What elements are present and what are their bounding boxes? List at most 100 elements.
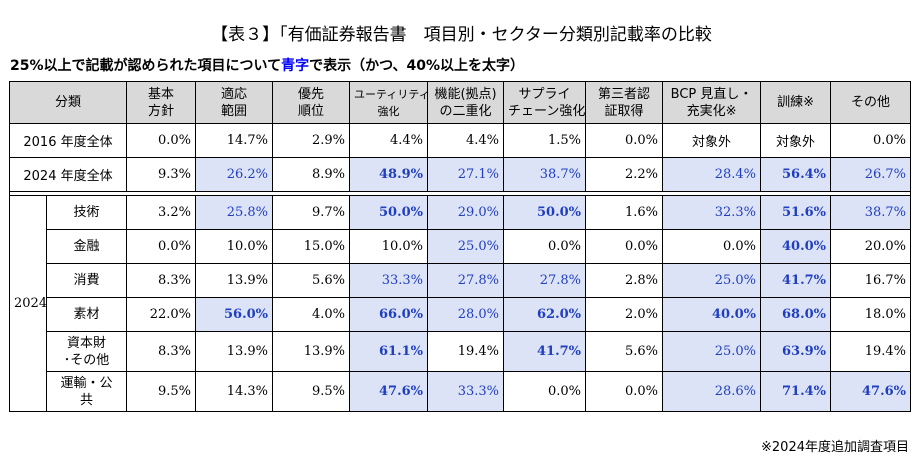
table-row: 2024 年度全体 9.3% 26.2% 8.9% 48.9% 27.1% 38.7% 2.2… bbox=[8, 157, 912, 192]
table-cell: 40.0% bbox=[662, 297, 762, 332]
table-cell: 26.2% bbox=[195, 157, 274, 192]
table-subtitle: 25%以上で記載が認められた項目について青字で表示（かつ、40%以上を太字） bbox=[10, 55, 524, 75]
table-cell: 25.0% bbox=[662, 331, 762, 372]
table-cell: 13.9% bbox=[272, 331, 351, 372]
row-label: 2024 年度全体 bbox=[8, 157, 128, 192]
table-cell: 3.2% bbox=[126, 195, 197, 230]
table-cell: 9.3% bbox=[126, 157, 197, 192]
header-col-5-line-0: サプライ bbox=[518, 86, 571, 102]
table-cell: 18.0% bbox=[830, 297, 912, 332]
header-col-2-line-0: 優先 bbox=[298, 86, 325, 102]
table-row: 消費 8.3% 13.9% 5.6% 33.3% 27.8% 27.8% 2.8% 25.0% 4… bbox=[10, 263, 912, 298]
table-cell: 47.6% bbox=[830, 371, 912, 412]
table-cell: 15.0% bbox=[272, 229, 351, 264]
table-cell: 19.4% bbox=[830, 331, 912, 372]
header-col-8-line-0: 訓練※ bbox=[777, 95, 814, 110]
table-cell: 4.4% bbox=[427, 123, 505, 158]
table-cell: 0.0% bbox=[585, 371, 664, 412]
table-cell: 2.0% bbox=[585, 297, 664, 332]
table-cell: 41.7% bbox=[760, 263, 832, 298]
table-cell: 10.0% bbox=[195, 229, 274, 264]
header-col-9: その他 bbox=[830, 81, 912, 124]
table-row: 素材 22.0% 56.0% 4.0% 66.0% 28.0% 62.0% 2.0% 40.0%… bbox=[10, 297, 912, 332]
subtitle-text-1: 25%以上で記載が認められた項目について bbox=[10, 58, 282, 74]
header-col-7: BCP 見直し・ 充実化※ bbox=[662, 81, 762, 124]
table-cell: 0.0% bbox=[126, 229, 197, 264]
row-label: 金融 bbox=[45, 229, 128, 264]
table-cell: 0.0% bbox=[503, 371, 587, 412]
table-cell: 5.6% bbox=[272, 263, 351, 298]
header-col-4: 機能(拠点) の二重化 bbox=[427, 81, 505, 124]
header-col-5-line-1: チェーン強化 bbox=[508, 103, 586, 119]
table-cell: 0.0% bbox=[830, 123, 912, 158]
table-cell: 38.7% bbox=[503, 157, 587, 192]
table-cell: 48.9% bbox=[349, 157, 429, 192]
subtitle-blue-word: 青字 bbox=[281, 58, 310, 74]
table-cell: 13.9% bbox=[195, 331, 274, 372]
header-col-3-line-0: ユーティリティ bbox=[354, 87, 428, 101]
table-cell: 2.2% bbox=[585, 157, 664, 192]
row-label: 資本財 ･その他 bbox=[45, 331, 128, 372]
table-cell: 61.1% bbox=[349, 331, 429, 372]
header-row: 分類 基本 方針 適応 範囲 優先 順位 ユーティリティ 強化 機能(拠点) の二重化 サプライ チェ… bbox=[8, 81, 912, 124]
table-cell: 25.8% bbox=[195, 195, 274, 230]
table-cell: 63.9% bbox=[760, 331, 832, 372]
table-cell: 2.8% bbox=[585, 263, 664, 298]
header-col-4-line-1: の二重化 bbox=[439, 103, 492, 119]
table-cell: 0.0% bbox=[585, 123, 664, 158]
table-cell: 38.7% bbox=[830, 195, 912, 230]
table-row: 2024 技術 3.2% 25.8% 9.7% 50.0% 29.0% 50.0% 1.6% 32… bbox=[9, 195, 912, 412]
header-col-5: サプライ チェーン強化 bbox=[503, 81, 587, 124]
table-cell: 28.0% bbox=[427, 297, 505, 332]
header-col-8: 訓練※ bbox=[760, 81, 832, 124]
header-col-3: ユーティリティ 強化 bbox=[349, 81, 429, 124]
table-cell: 14.7% bbox=[195, 123, 274, 158]
table-cell: 9.5% bbox=[272, 371, 351, 412]
header-col-0: 基本 方針 bbox=[126, 81, 197, 124]
table-cell: 56.4% bbox=[760, 157, 832, 192]
row-label: 技術 bbox=[45, 195, 128, 230]
header-col-6-line-1: 証取得 bbox=[604, 103, 644, 119]
header-category: 分類 bbox=[8, 81, 128, 124]
table-cell: 20.0% bbox=[830, 229, 912, 264]
disclosure-rate-table: 分類 基本 方針 適応 範囲 優先 順位 ユーティリティ 強化 機能(拠点) の二重化 サプライ チェ… bbox=[8, 81, 912, 412]
table-cell: 9.5% bbox=[126, 371, 197, 412]
table-cell: 27.1% bbox=[427, 157, 505, 192]
table-cell: 27.8% bbox=[503, 263, 587, 298]
header-col-1-line-0: 適応 bbox=[221, 86, 248, 102]
header-col-6: 第三者認 証取得 bbox=[585, 81, 664, 124]
table-cell: 25.0% bbox=[662, 263, 762, 298]
header-col-1-line-1: 範囲 bbox=[221, 103, 248, 119]
table-cell: 19.4% bbox=[427, 331, 505, 372]
table-cell: 27.8% bbox=[427, 263, 505, 298]
table-cell: 68.0% bbox=[760, 297, 832, 332]
table-cell: 0.0% bbox=[126, 123, 197, 158]
row-label: 素材 bbox=[45, 297, 128, 332]
table-cell: 5.6% bbox=[585, 331, 664, 372]
table-cell: 71.4% bbox=[760, 371, 832, 412]
table-cell: 14.3% bbox=[195, 371, 274, 412]
header-col-2-line-1: 順位 bbox=[298, 103, 325, 119]
footnote: ※2024年度追加調査項目 bbox=[761, 440, 909, 455]
table-cell: 50.0% bbox=[349, 195, 429, 230]
table-cell: 26.7% bbox=[830, 157, 912, 192]
table-cell: 28.6% bbox=[662, 371, 762, 412]
group-label: 2024 bbox=[9, 195, 47, 412]
table-cell: 0.0% bbox=[585, 229, 664, 264]
table-row: 金融 0.0% 10.0% 15.0% 10.0% 25.0% 0.0% 0.0% 0.0% 40… bbox=[10, 229, 912, 264]
table-cell: 9.7% bbox=[272, 195, 351, 230]
table-cell: 8.9% bbox=[272, 157, 351, 192]
subtitle-text-2: で表示（かつ、40%以上を太字） bbox=[309, 58, 525, 74]
table-cell: 1.5% bbox=[503, 123, 587, 158]
table-cell: 47.6% bbox=[349, 371, 429, 412]
row-label: 運輸・公 共 bbox=[45, 371, 128, 412]
header-col-9-line-0: その他 bbox=[851, 95, 891, 110]
table-row: 2016 年度全体 0.0% 14.7% 2.9% 4.4% 4.4% 1.5% 0.0% 対象… bbox=[8, 123, 912, 158]
table-row: 運輸・公 共 9.5% 14.3% 9.5% 47.6% 33.3% 0.0% 0.0% 28.… bbox=[10, 371, 912, 412]
table-cell: 50.0% bbox=[503, 195, 587, 230]
header-col-7-line-0: BCP 見直し・ bbox=[670, 86, 753, 102]
table-cell: 51.6% bbox=[760, 195, 832, 230]
table-cell: 8.3% bbox=[126, 331, 197, 372]
table-cell: 62.0% bbox=[503, 297, 587, 332]
table-cell: 41.7% bbox=[503, 331, 587, 372]
